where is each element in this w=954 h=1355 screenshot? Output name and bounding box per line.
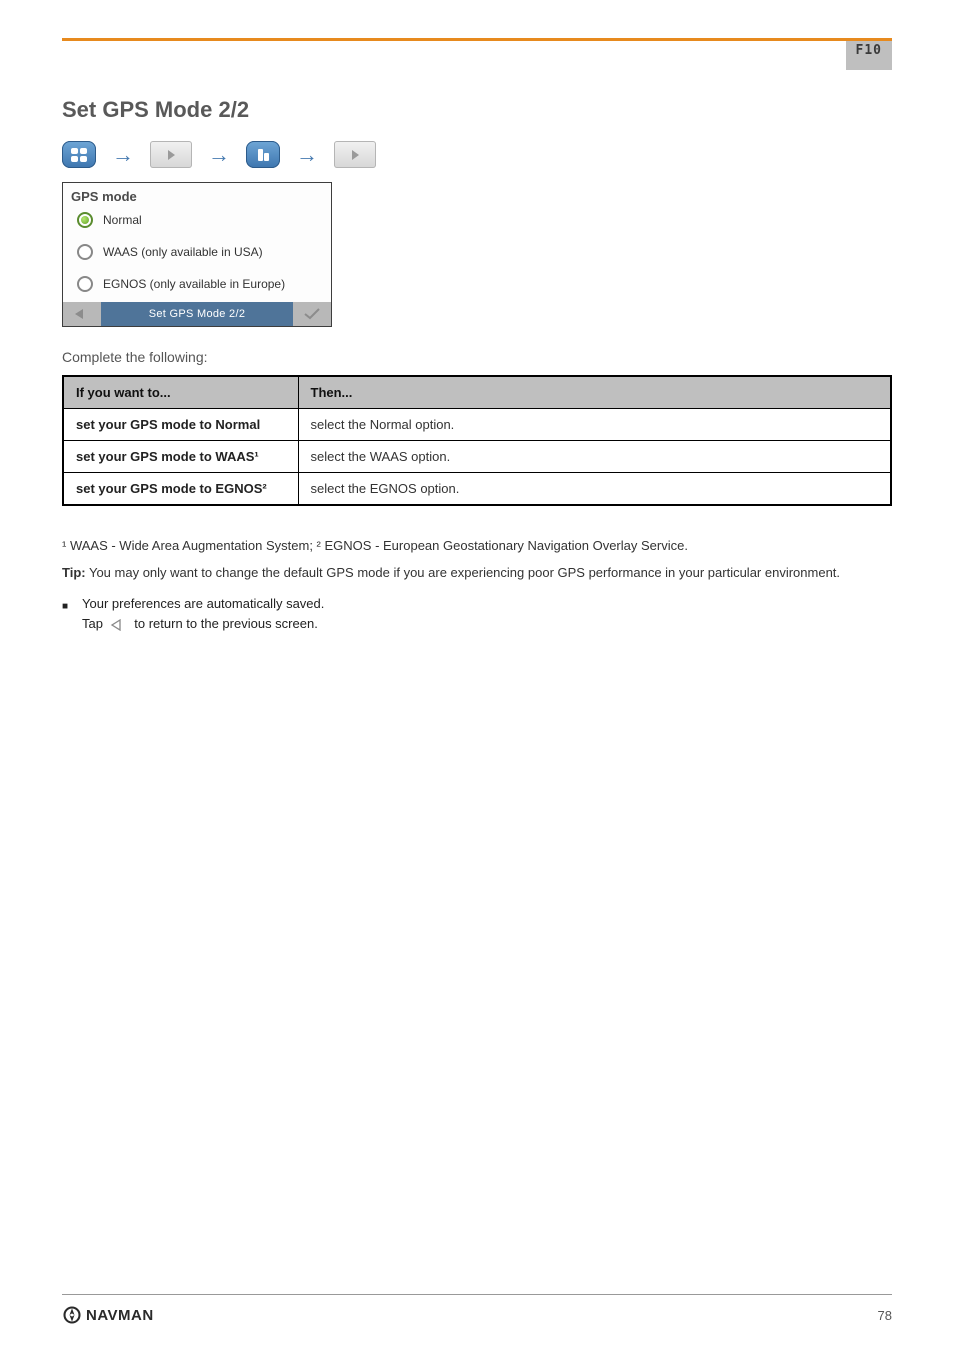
arrow-right-icon: →: [296, 142, 318, 168]
bullet-icon: ■: [62, 599, 68, 615]
logo-text: NAVMAN: [86, 1307, 154, 1324]
gps-mode-screenshot: GPS mode Normal WAAS (only available in …: [62, 182, 332, 327]
mock-option-label: WAAS (only available in USA): [103, 245, 263, 259]
footnote-block: ¹ WAAS - Wide Area Augmentation System; …: [62, 536, 892, 584]
table-cell: select the Normal option.: [298, 409, 891, 441]
table-header: If you want to...: [63, 376, 298, 409]
mock-footer: Set GPS Mode 2/2: [63, 302, 331, 326]
instruction-label: Complete the following:: [62, 349, 892, 365]
mock-option-normal: Normal: [63, 204, 331, 236]
action-label: Tap: [82, 616, 103, 631]
breadcrumb: → → →: [62, 141, 892, 168]
model-badge: F10: [846, 41, 892, 70]
arrow-right-icon: →: [208, 142, 230, 168]
back-arrow-icon: [110, 619, 128, 631]
mock-title: GPS mode: [63, 183, 331, 204]
table-header: Then...: [298, 376, 891, 409]
options-table: If you want to... Then... set your GPS m…: [62, 375, 892, 506]
play-icon: [168, 150, 175, 160]
mock-back-button: [63, 302, 101, 326]
breadcrumb-home-icon[interactable]: [62, 141, 96, 168]
page-title: Set GPS Mode 2/2: [62, 97, 892, 123]
table-header-row: If you want to... Then...: [63, 376, 891, 409]
table-cell: select the WAAS option.: [298, 441, 891, 473]
mock-option-label: EGNOS (only available in Europe): [103, 277, 285, 291]
radio-icon: [77, 276, 93, 292]
table-cell: set your GPS mode to WAAS¹: [63, 441, 298, 473]
table-cell: select the EGNOS option.: [298, 473, 891, 506]
table-row: set your GPS mode to EGNOS² select the E…: [63, 473, 891, 506]
table-cell: set your GPS mode to EGNOS²: [63, 473, 298, 506]
save-text: Your preferences are automatically saved…: [82, 596, 324, 611]
breadcrumb-tools-icon[interactable]: [246, 141, 280, 168]
mock-option-waas: WAAS (only available in USA): [63, 236, 331, 268]
radio-selected-icon: [77, 212, 93, 228]
breadcrumb-next-2-button[interactable]: [334, 141, 376, 168]
table-row: set your GPS mode to Normal select the N…: [63, 409, 891, 441]
mock-option-egnos: EGNOS (only available in Europe): [63, 268, 331, 300]
footnote-text: ¹ WAAS - Wide Area Augmentation System; …: [62, 536, 892, 557]
arrow-right-icon: →: [112, 142, 134, 168]
mock-footer-label: Set GPS Mode 2/2: [101, 302, 293, 326]
table-cell: set your GPS mode to Normal: [63, 409, 298, 441]
table-row: set your GPS mode to WAAS¹ select the WA…: [63, 441, 891, 473]
radio-icon: [77, 244, 93, 260]
navman-logo: NAVMAN: [62, 1305, 154, 1325]
mock-confirm-button: [293, 302, 331, 326]
page-footer: NAVMAN 78: [62, 1294, 892, 1325]
mock-option-label: Normal: [103, 213, 142, 227]
page-number: 78: [878, 1308, 892, 1323]
save-note: ■ Your preferences are automatically sav…: [62, 594, 892, 636]
logo-icon: [62, 1305, 82, 1325]
tip-label: Tip:: [62, 565, 86, 580]
play-icon: [352, 150, 359, 160]
header-rule: F10: [62, 38, 892, 41]
tip-line: Tip: You may only want to change the def…: [62, 563, 892, 584]
tip-body: You may only want to change the default …: [86, 565, 840, 580]
action-target: to return to the previous screen.: [134, 616, 318, 631]
page: F10 Set GPS Mode 2/2 → → → GPS mode Norm…: [0, 0, 954, 1355]
breadcrumb-next-1-button[interactable]: [150, 141, 192, 168]
